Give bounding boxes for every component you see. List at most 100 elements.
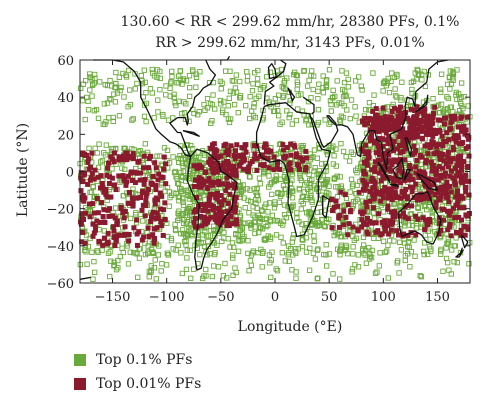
point-top-0.1 [247,115,253,122]
point-top-0.01 [163,181,169,187]
point-top-0.01 [111,150,117,156]
point-top-0.1 [267,260,273,266]
point-top-0.1 [107,273,113,280]
point-top-0.1 [186,73,193,79]
point-top-0.1 [323,252,329,258]
point-top-0.1 [173,174,179,180]
point-top-0.01 [380,143,386,149]
point-top-0.1 [405,239,412,245]
point-top-0.1 [193,84,199,90]
point-top-0.1 [134,80,140,87]
point-top-0.1 [352,104,358,110]
point-top-0.1 [210,238,216,244]
point-top-0.1 [340,93,347,100]
point-top-0.1 [319,161,325,167]
point-top-0.01 [342,192,348,198]
point-top-0.01 [148,219,154,225]
point-top-0.1 [156,153,163,159]
point-top-0.1 [369,247,375,254]
point-top-0.1 [103,142,109,148]
point-top-0.1 [303,249,310,255]
point-top-0.1 [163,262,170,268]
point-top-0.1 [320,73,326,79]
point-top-0.01 [113,187,119,193]
point-top-0.01 [419,136,425,142]
point-top-0.1 [143,118,149,125]
point-top-0.01 [399,188,405,194]
point-top-0.01 [455,124,461,130]
point-top-0.1 [278,234,284,240]
point-top-0.01 [407,118,413,124]
point-top-0.01 [450,156,456,162]
point-top-0.01 [153,187,159,193]
point-top-0.1 [179,111,185,117]
point-top-0.01 [392,123,398,129]
point-top-0.01 [428,189,434,195]
point-top-0.1 [284,75,290,81]
point-top-0.1 [438,86,444,92]
point-top-0.01 [233,167,239,173]
point-top-0.01 [125,173,131,179]
point-top-0.01 [210,207,216,213]
point-top-0.1 [314,185,320,191]
point-top-0.01 [414,111,420,117]
point-top-0.1 [247,94,253,100]
point-top-0.1 [275,107,281,114]
point-top-0.1 [237,183,244,189]
point-top-0.1 [179,81,185,87]
point-top-0.1 [309,197,315,203]
point-top-0.1 [346,158,353,164]
point-top-0.01 [378,198,384,204]
point-top-0.1 [354,182,360,189]
point-top-0.01 [138,195,144,201]
point-top-0.1 [298,91,304,97]
point-top-0.1 [116,113,123,119]
point-top-0.01 [457,153,463,159]
point-top-0.1 [440,268,446,274]
point-top-0.1 [135,274,141,280]
point-top-0.1 [178,177,184,184]
point-top-0.1 [191,266,197,272]
point-top-0.1 [161,145,168,151]
point-top-0.1 [154,67,161,73]
point-top-0.01 [373,106,379,112]
point-top-0.01 [209,142,215,148]
point-top-0.1 [323,78,330,84]
point-top-0.01 [92,167,98,173]
point-top-0.01 [280,142,286,148]
point-top-0.01 [440,165,446,171]
point-top-0.01 [396,232,402,238]
point-top-0.1 [102,82,108,88]
point-top-0.1 [86,145,92,151]
point-top-0.01 [458,228,464,234]
point-top-0.01 [329,196,335,202]
point-top-0.1 [417,273,423,279]
point-top-0.01 [447,221,453,227]
point-top-0.01 [140,165,146,171]
point-top-0.01 [425,151,431,157]
point-top-0.01 [428,159,434,165]
point-top-0.1 [299,243,306,250]
point-top-0.1 [381,209,387,215]
point-top-0.1 [251,101,257,107]
point-top-0.1 [186,196,192,202]
point-top-0.01 [367,198,373,204]
point-top-0.01 [386,166,392,172]
point-top-0.01 [145,225,151,231]
point-top-0.1 [326,251,333,257]
point-top-0.1 [178,169,184,176]
point-top-0.01 [367,115,373,121]
point-top-0.1 [420,248,427,255]
point-top-0.01 [424,142,430,148]
x-tick-label: 0 [271,290,279,305]
point-top-0.01 [425,125,431,131]
point-top-0.1 [229,78,235,84]
point-top-0.01 [233,195,239,201]
coastline-segment [397,191,442,245]
point-top-0.01 [126,238,132,244]
point-top-0.1 [225,116,232,122]
point-top-0.01 [130,199,136,205]
point-top-0.01 [99,200,105,206]
point-top-0.1 [187,247,193,253]
